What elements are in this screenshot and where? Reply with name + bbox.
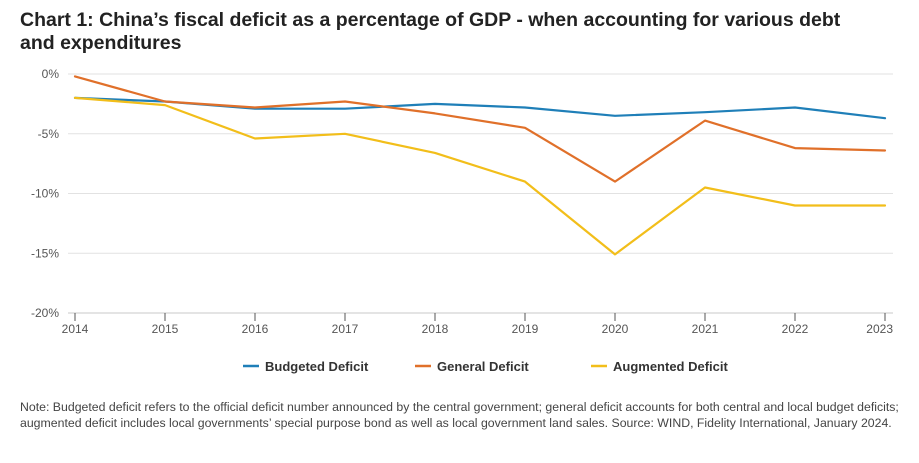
- x-tick-label: 2020: [602, 322, 629, 336]
- y-tick-label: -20%: [31, 306, 59, 320]
- y-tick-label: -5%: [38, 127, 60, 141]
- x-tick-label: 2014: [62, 322, 89, 336]
- x-tick-label: 2023: [866, 322, 893, 336]
- y-tick-label: -10%: [31, 187, 59, 201]
- legend-item-budgeted-deficit[interactable]: Budgeted Deficit: [243, 359, 369, 374]
- x-tick-label: 2015: [152, 322, 179, 336]
- x-tick-label: 2016: [242, 322, 269, 336]
- legend-label: Budgeted Deficit: [265, 359, 369, 374]
- chart-title: Chart 1: China’s fiscal deficit as a per…: [20, 9, 841, 54]
- series-lines: [73, 75, 887, 256]
- y-tick-label: -15%: [31, 246, 59, 260]
- x-tick-label: 2018: [422, 322, 449, 336]
- x-tick-label: 2019: [512, 322, 539, 336]
- x-axis: 2014 2015 2016 2017 2018 2019 2020 2021 2022 2023: [62, 313, 893, 336]
- x-tick-label: 2017: [332, 322, 359, 336]
- series-line-budgeted-deficit: [73, 96, 887, 120]
- legend-item-augmented-deficit[interactable]: Augmented Deficit: [591, 359, 729, 374]
- y-axis: 0% -5% -10% -15% -20%: [31, 67, 59, 320]
- legend-label: General Deficit: [437, 359, 529, 374]
- legend: Budgeted Deficit General Deficit Augmented…: [243, 359, 729, 374]
- x-tick-label: 2022: [782, 322, 809, 336]
- y-tick-label: 0%: [42, 67, 60, 81]
- legend-label: Augmented Deficit: [613, 359, 729, 374]
- x-tick-label: 2021: [692, 322, 719, 336]
- gridlines: [68, 73, 893, 314]
- legend-item-general-deficit[interactable]: General Deficit: [415, 359, 529, 374]
- series-line-augmented-deficit: [73, 96, 887, 256]
- series-line-general-deficit: [73, 75, 887, 183]
- chart-note: Note: Budgeted deficit refers to the off…: [20, 400, 899, 430]
